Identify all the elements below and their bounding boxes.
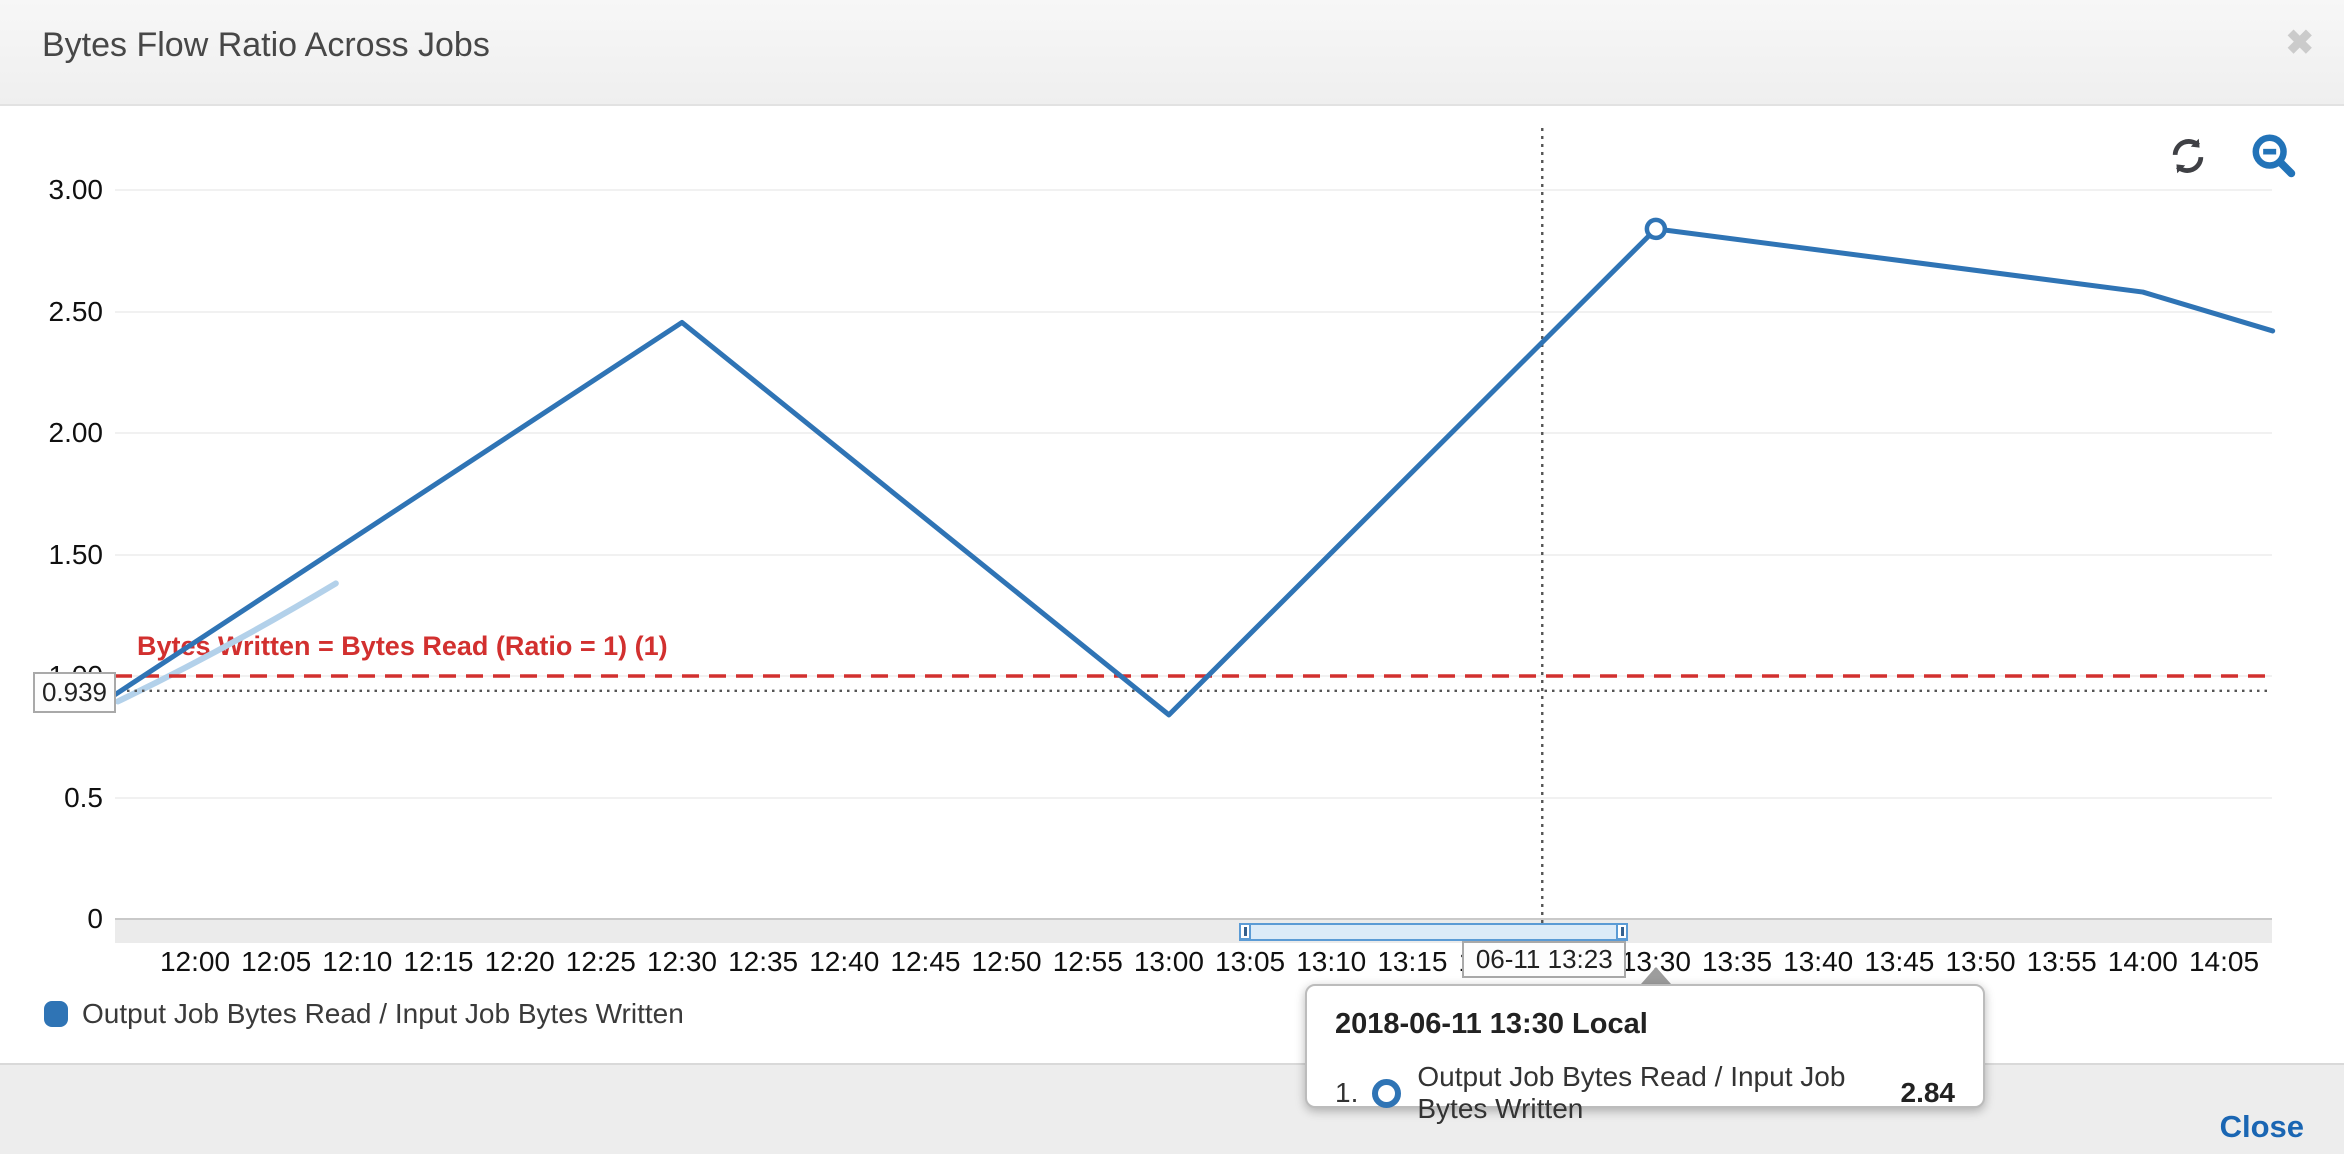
y-tick-label: 0 (87, 903, 103, 934)
x-tick-label: 12:10 (322, 946, 393, 977)
gridline (115, 796, 2272, 799)
tooltip-value: 2.84 (1900, 1077, 1956, 1108)
close-button[interactable]: Close (2219, 1109, 2304, 1144)
x-tick-label: 13:05 (1215, 946, 1286, 977)
crosshair-x-value-box: 06-11 13:23 (1462, 941, 1627, 978)
chart-toolbar (2166, 130, 2300, 187)
tooltip-caret (1640, 967, 1671, 984)
x-tick-label: 13:55 (2026, 946, 2097, 977)
x-tick-label: 12:05 (241, 946, 312, 977)
x-tick-label: 12:45 (890, 946, 961, 977)
modal-footer: Close (0, 1063, 2344, 1154)
scrubber-left-handle[interactable] (1238, 923, 1251, 940)
gridline (115, 310, 2272, 313)
legend-label: Output Job Bytes Read / Input Job Bytes … (82, 998, 684, 1029)
x-tick-label: 12:30 (646, 946, 717, 977)
x-tick-label: 13:00 (1133, 946, 1204, 977)
x-tick-label: 12:40 (809, 946, 880, 977)
zoom-selection-scrubber[interactable] (1238, 923, 1629, 941)
tooltip-title: 2018-06-11 13:30 Local (1335, 1008, 1648, 1040)
modal-header: Bytes Flow Ratio Across Jobs ✖ (0, 0, 2344, 106)
modal-title: Bytes Flow Ratio Across Jobs (42, 26, 490, 64)
gridline (115, 918, 2272, 921)
tooltip-row-index: 1. (1335, 1077, 1359, 1108)
x-axis-band (115, 920, 2272, 943)
x-tick-label: 12:15 (403, 946, 474, 977)
x-tick-label: 13:40 (1783, 946, 1854, 977)
series-marker-icon (1372, 1078, 1402, 1108)
x-tick-label: 12:35 (728, 946, 799, 977)
legend-item[interactable]: Output Job Bytes Read / Input Job Bytes … (44, 998, 684, 1030)
refresh-icon[interactable] (2166, 134, 2210, 183)
y-tick-label: 2.50 (48, 295, 104, 327)
datapoint-tooltip: 2018-06-11 13:30 Local 1. Output Job Byt… (1305, 984, 1985, 1124)
tooltip-series-label: Output Job Bytes Read / Input Job Bytes … (1417, 1061, 1846, 1124)
x-tick-label: 12:20 (484, 946, 555, 977)
x-tick-label: 12:25 (565, 946, 636, 977)
crosshair-y-value-box: 0.939 (33, 671, 116, 713)
x-tick-label: 14:00 (2107, 946, 2178, 977)
gridline (115, 189, 2272, 191)
x-tick-label: 12:00 (159, 946, 231, 977)
close-icon[interactable]: ✖ (2285, 24, 2315, 62)
gridline (115, 675, 2272, 677)
y-tick-label: 2.00 (48, 417, 104, 448)
x-tick-label: 13:45 (1864, 946, 1935, 977)
x-tick-label: 13:15 (1377, 946, 1448, 977)
legend-color-swatch (44, 1001, 68, 1027)
zoom-out-icon[interactable] (2248, 130, 2300, 187)
y-tick-label: 1.50 (48, 538, 104, 570)
x-tick-label: 13:50 (1945, 946, 2016, 977)
scrubber-right-handle[interactable] (1616, 923, 1629, 940)
x-tick-label: 14:05 (2188, 946, 2260, 977)
y-tick-label: 3.00 (48, 174, 104, 205)
gridline (115, 553, 2272, 556)
x-tick-label: 13:35 (1701, 946, 1773, 977)
y-tick-label: 0.5 (64, 781, 103, 813)
x-tick-label: 12:55 (1052, 946, 1123, 977)
x-tick-label: 13:10 (1296, 946, 1367, 977)
x-tick-label: 12:50 (971, 946, 1042, 977)
tooltip-row: 1. Output Job Bytes Read / Input Job Byt… (1335, 1061, 1955, 1125)
gridline (115, 432, 2272, 434)
